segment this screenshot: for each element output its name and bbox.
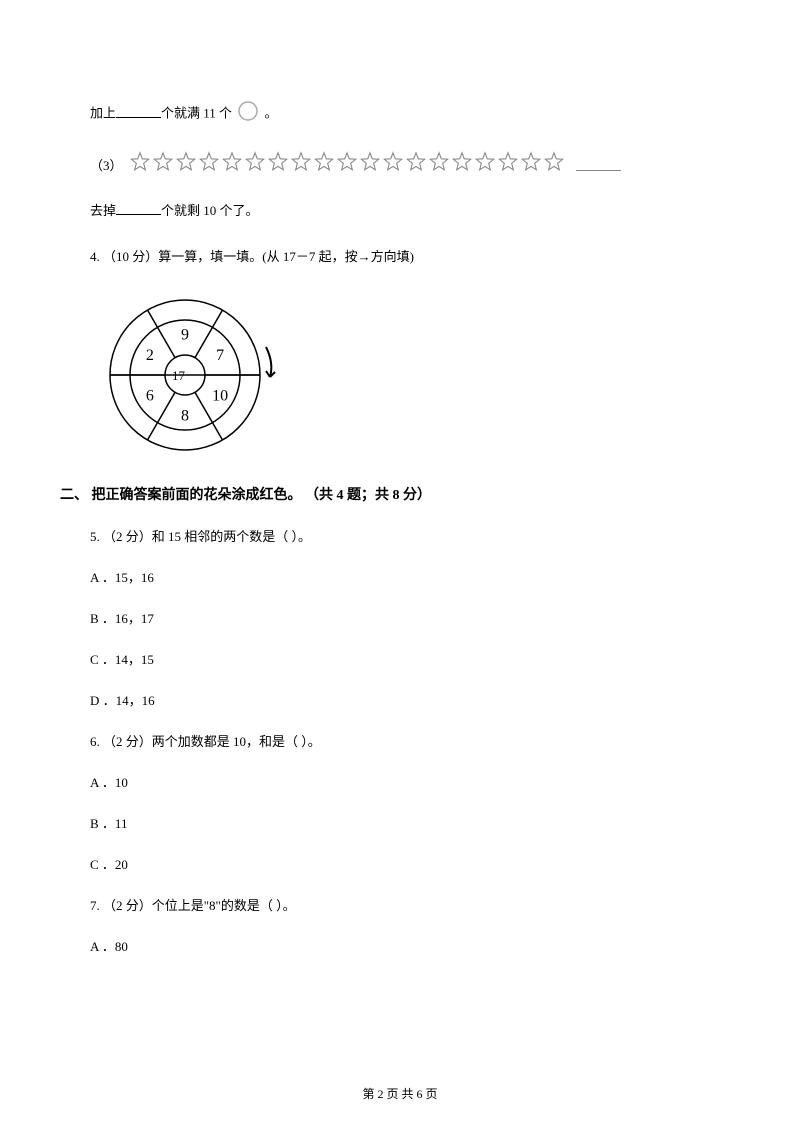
blank-field[interactable] [576,157,621,171]
star-icon [267,151,289,177]
star-icon [474,151,496,177]
q5-text: 5. （2 分）和 15 相邻的两个数是（ ）。 [90,526,710,545]
star-icon [198,151,220,177]
star-icon [405,151,427,177]
q6-text: 6. （2 分）两个加数都是 10，和是（ ）。 [90,731,710,750]
page-footer: 第 2 页 共 6 页 [0,1085,800,1102]
q5-option-b[interactable]: B ．16，17 [90,608,710,627]
svg-text:6: 6 [146,387,154,404]
q3-part2-line: 加上 个就满 11 个 。 [90,100,710,129]
stars-container [129,151,566,177]
q6-option-a[interactable]: A ．10 [90,772,710,791]
svg-text:17－: 17－ [172,368,198,383]
q6-option-c[interactable]: C ．20 [90,854,710,873]
star-icon [244,151,266,177]
circle-icon [237,100,259,129]
star-icon [359,151,381,177]
section2-header: 二、 把正确答案前面的花朵涂成红色。 （共 4 题；共 8 分） [60,484,710,504]
blank-field[interactable] [116,201,161,215]
svg-text:9: 9 [181,327,189,344]
q5-option-a[interactable]: A ．15，16 [90,567,710,586]
star-icon [152,151,174,177]
star-icon [175,151,197,177]
svg-text:2: 2 [146,347,154,364]
q5-option-c[interactable]: C ．14，15 [90,649,710,668]
star-icon [497,151,519,177]
q3-part2-suffix1: 个就满 11 个 [161,106,232,121]
blank-field[interactable] [116,104,161,118]
star-icon [290,151,312,177]
svg-text:7: 7 [216,347,224,364]
q3-part3-line2-prefix: 去掉 [90,203,116,218]
svg-text:10: 10 [212,387,228,404]
q6-option-b[interactable]: B ．11 [90,813,710,832]
q3-part3-label: （3） [90,155,123,174]
star-icon [428,151,450,177]
star-icon [382,151,404,177]
star-icon [451,151,473,177]
q5-option-d[interactable]: D ．14，16 [90,690,710,709]
q7-option-a[interactable]: A ．80 [90,936,710,955]
q7-text: 7. （2 分）个位上是"8"的数是（ ）。 [90,895,710,914]
q3-part3-line2-suffix: 个就剩 10 个了。 [161,203,259,218]
q3-part3-row: （3） [90,151,710,177]
star-icon [336,151,358,177]
q3-part2-suffix2: 。 [261,106,277,121]
star-icon [221,151,243,177]
star-icon [543,151,565,177]
star-icon [129,151,151,177]
star-icon [313,151,335,177]
star-icon [520,151,542,177]
q4-text: 4. （10 分）算一算，填一填。(从 17－7 起，按→方向填) [90,245,710,268]
svg-text:8: 8 [181,408,189,425]
q3-part3-line2: 去掉 个就剩 10 个了。 [90,199,710,222]
wheel-diagram: 9 7 10 8 6 2 17－ [100,290,710,459]
q3-part2-prefix: 加上 [90,106,116,121]
